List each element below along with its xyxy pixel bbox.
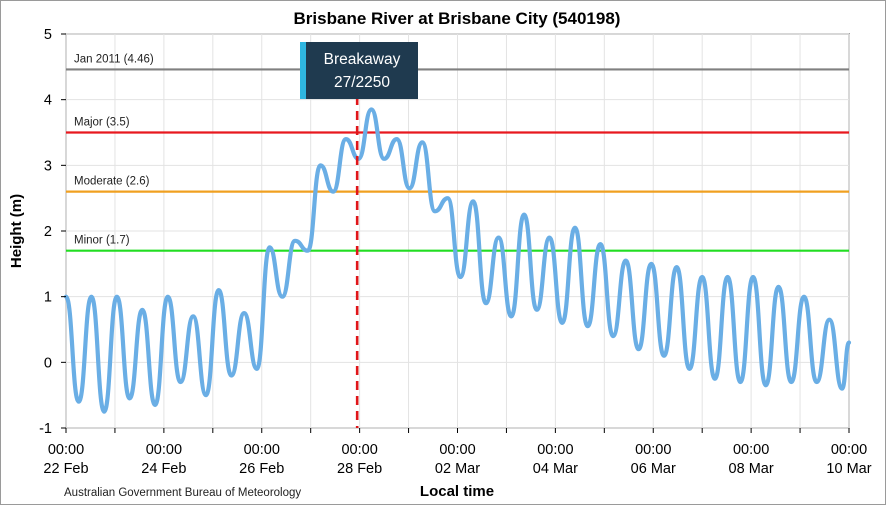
threshold-label: Jan 2011 (4.46) bbox=[74, 53, 154, 65]
grid-lines bbox=[65, 33, 850, 429]
x-tick-date: 28 Feb bbox=[337, 461, 382, 477]
x-tick-time: 00:00 bbox=[537, 442, 573, 458]
threshold-label: Moderate (2.6) bbox=[74, 176, 150, 188]
y-tick-label: 0 bbox=[44, 355, 52, 371]
x-axis-ticks: 00:00 22 Feb 00:00 24 Feb 00:00 26 Feb 00:00 28… bbox=[43, 428, 872, 477]
x-tick-time: 00:00 bbox=[48, 442, 84, 458]
chart-title: Brisbane River at Brisbane City (540198) bbox=[294, 9, 621, 28]
x-tick-date: 10 Mar bbox=[826, 461, 871, 477]
threshold-label: Major (3.5) bbox=[74, 117, 130, 129]
x-axis-label: Local time bbox=[420, 483, 494, 500]
marker-label-line1: Breakaway bbox=[324, 51, 401, 68]
marker-label-line2: 27/2250 bbox=[334, 74, 390, 91]
y-tick-label: 1 bbox=[44, 290, 52, 306]
credit-text: Australian Government Bureau of Meteorol… bbox=[64, 487, 301, 499]
breakaway-marker: Breakaway 27/2250 bbox=[300, 42, 418, 428]
y-tick-label: 3 bbox=[44, 158, 52, 174]
x-tick-time: 00:00 bbox=[146, 442, 182, 458]
x-tick-date: 22 Feb bbox=[43, 461, 88, 477]
x-tick-time: 00:00 bbox=[733, 442, 769, 458]
y-axis-ticks: -1 0 1 2 3 4 5 bbox=[39, 27, 66, 437]
x-tick-time: 00:00 bbox=[831, 442, 867, 458]
y-axis-label: Height (m) bbox=[8, 194, 25, 268]
height-series bbox=[63, 107, 852, 414]
y-tick-label: -1 bbox=[39, 421, 52, 437]
x-tick-time: 00:00 bbox=[341, 442, 377, 458]
marker-callout-accent bbox=[300, 42, 306, 99]
x-tick-date: 24 Feb bbox=[141, 461, 186, 477]
x-tick-date: 26 Feb bbox=[239, 461, 284, 477]
x-tick-date: 08 Mar bbox=[729, 461, 774, 477]
x-tick-time: 00:00 bbox=[244, 442, 280, 458]
threshold-label: Minor (1.7) bbox=[74, 235, 130, 247]
x-tick-date: 02 Mar bbox=[435, 461, 480, 477]
x-tick-date: 06 Mar bbox=[631, 461, 676, 477]
y-tick-label: 2 bbox=[44, 224, 52, 240]
x-tick-date: 04 Mar bbox=[533, 461, 578, 477]
y-tick-label: 4 bbox=[44, 93, 52, 109]
y-tick-label: 5 bbox=[44, 27, 52, 43]
threshold-lines: Jan 2011 (4.46) Major (3.5) Moderate (2.6)… bbox=[66, 53, 849, 252]
x-tick-time: 00:00 bbox=[439, 442, 475, 458]
x-tick-time: 00:00 bbox=[635, 442, 671, 458]
marker-callout-box bbox=[300, 42, 418, 99]
